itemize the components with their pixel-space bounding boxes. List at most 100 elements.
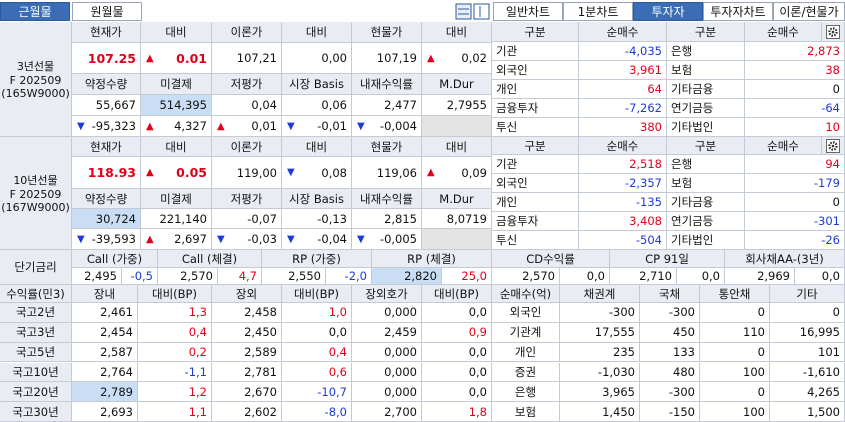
gear-button[interactable] bbox=[822, 137, 845, 155]
tab[interactable]: 투자자차트 bbox=[703, 2, 773, 21]
header-text: 약정수량 bbox=[84, 77, 128, 91]
net-buy-value: 3,961 bbox=[579, 61, 667, 80]
header-cell: 순매수 bbox=[579, 22, 667, 42]
text: 0,0 bbox=[468, 345, 487, 360]
yield-value: 1,1 bbox=[138, 402, 212, 422]
rate-value: 2,710 bbox=[610, 268, 677, 285]
value: -0,01 bbox=[317, 119, 347, 133]
text: RP (가중) bbox=[292, 251, 341, 266]
tab[interactable]: 투자자 bbox=[633, 2, 703, 21]
text: 0,2 bbox=[188, 345, 207, 360]
net-buy-value: 101 bbox=[770, 342, 845, 363]
text: 기관 bbox=[496, 44, 518, 58]
text: 133 bbox=[673, 345, 695, 360]
text: 2,969 bbox=[757, 269, 790, 283]
value-cell: -0,13 bbox=[282, 209, 352, 229]
yield-value: 0,000 bbox=[352, 303, 422, 323]
yield-value: 2,461 bbox=[72, 303, 138, 323]
view-icons[interactable] bbox=[455, 3, 491, 21]
empty-cell bbox=[422, 116, 492, 137]
value-cell: 119,00 bbox=[212, 157, 282, 189]
investor-name: 기관 bbox=[492, 155, 579, 174]
yield-value: 2,458 bbox=[212, 303, 282, 323]
yield-value: 2,602 bbox=[212, 402, 282, 422]
text: 94 bbox=[825, 157, 840, 171]
text: -8,0 bbox=[324, 404, 347, 419]
tab[interactable]: 일반차트 bbox=[493, 2, 563, 21]
text: 38 bbox=[825, 63, 840, 77]
value-cell: 2,7955 bbox=[422, 95, 492, 116]
value: 118.93 bbox=[87, 165, 136, 180]
value-cell: ▲ 0.01 bbox=[141, 43, 212, 74]
text: 보험 bbox=[671, 176, 693, 190]
value: -0,005 bbox=[379, 232, 417, 246]
yield-value: 2,670 bbox=[212, 382, 282, 403]
futures-label: 10년선물 F 202509 (167W9000) bbox=[0, 137, 72, 250]
text: 개인 bbox=[514, 345, 537, 360]
text: -64 bbox=[821, 101, 840, 115]
text: 2,693 bbox=[100, 404, 133, 419]
text: 1,450 bbox=[602, 404, 635, 419]
value: 8,0719 bbox=[446, 211, 487, 226]
net-buy-value: 2,518 bbox=[579, 155, 667, 174]
text: -4,035 bbox=[624, 44, 662, 58]
label-line: 10년선물 bbox=[13, 174, 58, 187]
text: 3,965 bbox=[602, 384, 635, 399]
arrow: ▼ bbox=[217, 233, 225, 245]
yield-value: 0,0 bbox=[422, 303, 492, 323]
investor-name: 은행 bbox=[667, 155, 745, 174]
net-buy-header: 통안채 bbox=[700, 285, 770, 303]
net-buy-value: 133 bbox=[640, 342, 700, 363]
rate-change: -0,5 bbox=[122, 268, 158, 285]
text: 2,459 bbox=[384, 325, 417, 340]
text: CD수익률 bbox=[526, 251, 575, 266]
text: 0,0 bbox=[586, 269, 605, 283]
arrow: ▲ bbox=[146, 120, 154, 132]
net-buy-value: 1,450 bbox=[560, 402, 640, 422]
tab[interactable]: 이론/현물가 bbox=[773, 2, 845, 21]
header-cell: 이론가 bbox=[212, 22, 282, 43]
text: 외국인 bbox=[496, 176, 528, 190]
rate-header: CP 91일 bbox=[610, 250, 725, 268]
header-cell: 대비 bbox=[141, 137, 212, 157]
text: -26 bbox=[821, 233, 840, 247]
investor-name: 연기금등 bbox=[667, 99, 745, 118]
text: -2,0 bbox=[344, 269, 367, 283]
text: -300 bbox=[668, 305, 695, 320]
text: 국고3년 bbox=[15, 325, 56, 340]
rate-value: 2,570 bbox=[158, 268, 218, 285]
yield-name: 국고10년 bbox=[0, 362, 72, 383]
tab[interactable]: 1분차트 bbox=[563, 2, 633, 21]
yield-value: 0,0 bbox=[422, 382, 492, 403]
text: 0 bbox=[757, 345, 765, 360]
value: 2,815 bbox=[384, 211, 417, 226]
text: 2,587 bbox=[100, 345, 133, 360]
value-cell: 0,06 bbox=[282, 95, 352, 116]
text: 장외호가 bbox=[365, 286, 408, 301]
rate-header: CD수익률 bbox=[492, 250, 610, 268]
text: 2,461 bbox=[100, 305, 133, 320]
label-line: 3년선물 bbox=[16, 60, 55, 73]
tab[interactable]: 원월물 bbox=[72, 2, 142, 21]
rate-change: 0,0 bbox=[795, 268, 845, 285]
header-cell: 순매수 bbox=[745, 22, 822, 42]
value-cell: 107,21 bbox=[212, 43, 282, 74]
net-buy-name: 보험 bbox=[492, 402, 560, 422]
header-cell: 시장 Basis bbox=[282, 189, 352, 209]
text: 국고2년 bbox=[15, 305, 56, 320]
text: 16,995 bbox=[799, 325, 840, 340]
header-cell: 저평가 bbox=[212, 189, 282, 209]
tab[interactable]: 근월물 bbox=[0, 2, 70, 21]
net-buy-value: 0 bbox=[745, 80, 845, 99]
text: 국고10년 bbox=[12, 364, 59, 379]
rate-change: 0,0 bbox=[560, 268, 610, 285]
yield-header: 대비(BP) bbox=[282, 285, 352, 303]
yield-header: 대비(BP) bbox=[138, 285, 212, 303]
yield-value: -8,0 bbox=[282, 402, 352, 422]
yield-value: 1,8 bbox=[422, 402, 492, 422]
yield-value: 2,789 bbox=[72, 382, 138, 403]
text: 0 bbox=[832, 305, 840, 320]
yield-value: 0,2 bbox=[138, 342, 212, 363]
gear-button[interactable] bbox=[822, 22, 845, 42]
